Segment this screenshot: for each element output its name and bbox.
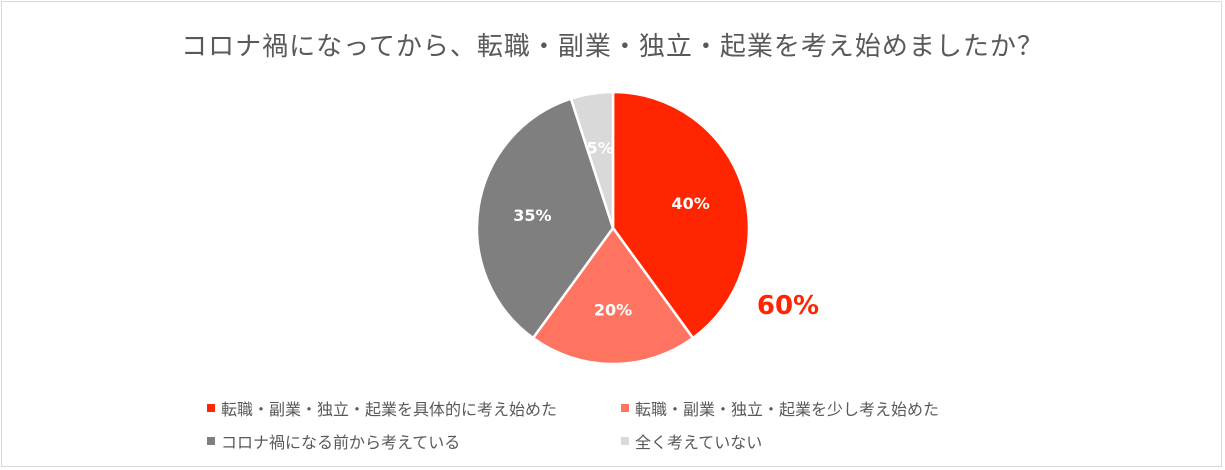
data-label-before-covid: 35% bbox=[513, 206, 551, 225]
legend-label: コロナ禍になる前から考えている bbox=[221, 433, 461, 452]
pie-slice-specific bbox=[611, 90, 751, 340]
legend-label: 全く考えていない bbox=[635, 433, 763, 452]
pie-slice-before-covid bbox=[475, 97, 615, 340]
data-label-specific: 40% bbox=[671, 194, 709, 213]
legend-item-specific: 転職・副業・独立・起業を具体的に考え始めた bbox=[207, 396, 557, 420]
legend-item-somewhat: 転職・副業・独立・起業を少し考え始めた bbox=[621, 396, 939, 420]
legend-swatch bbox=[621, 437, 629, 445]
highlight-annotation: 60% bbox=[757, 291, 819, 321]
legend-swatch bbox=[621, 404, 629, 412]
chart-title: コロナ禍になってから、転職・副業・独立・起業を考え始めましたか？ bbox=[181, 32, 1044, 62]
legend-swatch bbox=[207, 404, 215, 412]
legend-item-before-covid: コロナ禍になる前から考えている bbox=[207, 429, 460, 453]
legend-label: 転職・副業・独立・起業を少し考え始めた bbox=[635, 400, 940, 419]
legend-swatch bbox=[207, 437, 215, 445]
data-label-not-at-all: 5% bbox=[587, 138, 614, 157]
legend-label: 転職・副業・独立・起業を具体的に考え始めた bbox=[221, 400, 558, 419]
pie-slice-not-at-all bbox=[569, 90, 615, 229]
data-label-somewhat: 20% bbox=[594, 301, 632, 320]
pie-slice-somewhat bbox=[531, 225, 695, 366]
legend-item-not-at-all: 全く考えていない bbox=[621, 429, 762, 453]
